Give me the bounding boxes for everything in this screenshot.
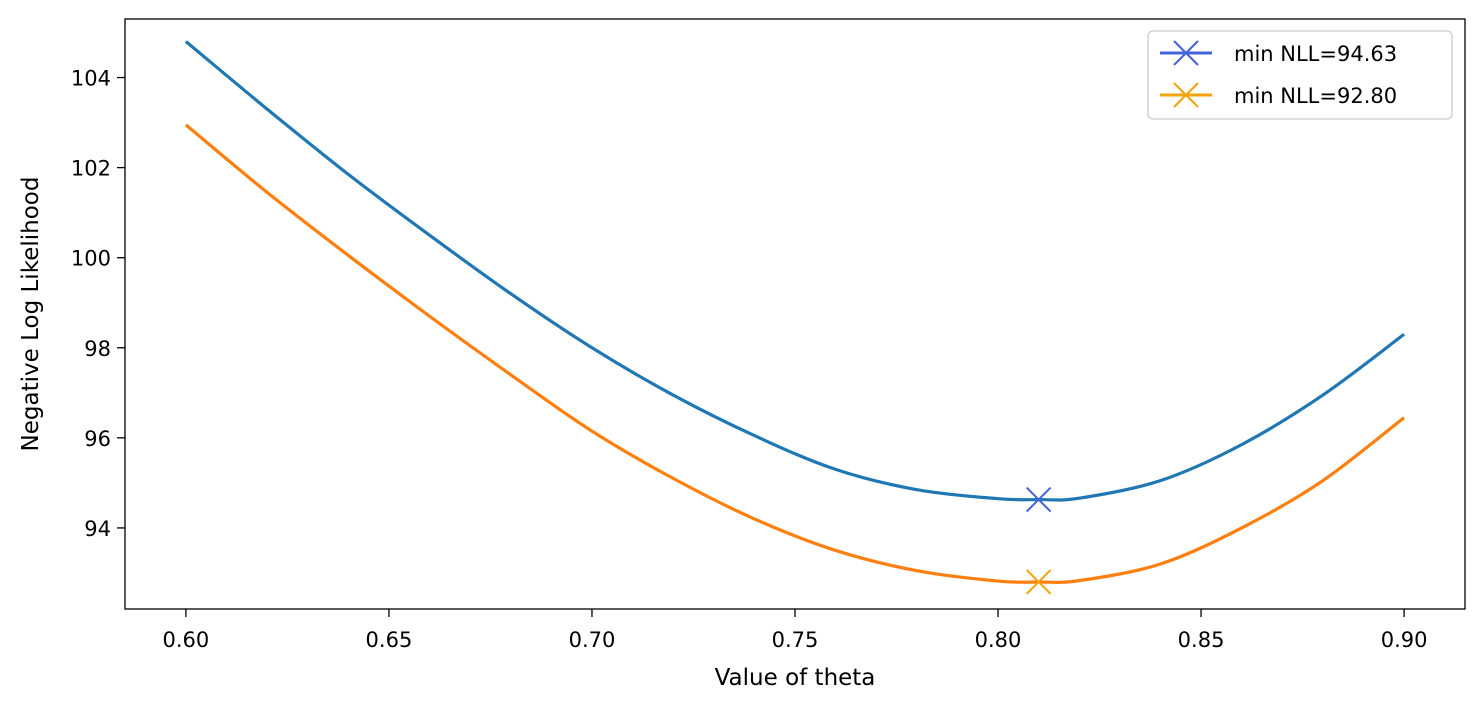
x-tick-label: 0.90 bbox=[1381, 628, 1428, 652]
x-axis-label: Value of theta bbox=[715, 665, 876, 691]
legend-label: min NLL=92.80 bbox=[1234, 84, 1397, 108]
series-lines bbox=[184, 40, 1406, 584]
y-tick-label: 104 bbox=[71, 67, 111, 91]
x-tick-label: 0.65 bbox=[366, 628, 413, 652]
x-tick-label: 0.70 bbox=[569, 628, 616, 652]
x-tick-label: 0.75 bbox=[772, 628, 819, 652]
legend-label: min NLL=94.63 bbox=[1234, 42, 1397, 66]
min-marker-1 bbox=[1025, 486, 1052, 513]
y-tick-label: 96 bbox=[84, 427, 111, 451]
x-tick-label: 0.60 bbox=[163, 628, 210, 652]
series-line-1 bbox=[184, 40, 1406, 502]
min-markers bbox=[1025, 486, 1052, 595]
x-axis-ticks: 0.60 0.65 0.70 0.75 0.80 0.85 0.90 bbox=[163, 609, 1428, 652]
y-tick-label: 100 bbox=[71, 247, 111, 271]
legend-entry-1: min NLL=94.63 bbox=[1160, 40, 1397, 66]
series-line-2 bbox=[184, 123, 1406, 584]
y-tick-label: 94 bbox=[84, 517, 111, 541]
x-tick-label: 0.85 bbox=[1178, 628, 1225, 652]
y-tick-label: 98 bbox=[84, 337, 111, 361]
y-axis-ticks: 94 96 98 100 102 104 bbox=[71, 67, 125, 541]
legend-box bbox=[1147, 30, 1453, 120]
min-marker-2 bbox=[1025, 569, 1052, 595]
x-tick-label: 0.80 bbox=[975, 628, 1022, 652]
y-axis-label: Negative Log Likelihood bbox=[18, 177, 44, 452]
legend: min NLL=94.63 min NLL=92.80 bbox=[1147, 30, 1453, 120]
y-tick-label: 102 bbox=[71, 157, 111, 181]
legend-entry-2: min NLL=92.80 bbox=[1160, 82, 1397, 108]
